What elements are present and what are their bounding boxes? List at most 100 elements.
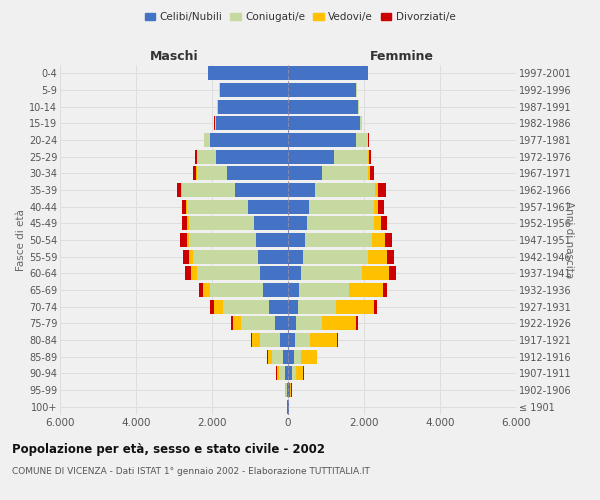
Bar [269, 300, 288, 314]
Bar [187, 216, 189, 230]
Bar [216, 116, 288, 130]
Bar [215, 116, 216, 130]
Bar [203, 283, 210, 297]
Text: Popolazione per età, sesso e stato civile - 2002: Popolazione per età, sesso e stato civil… [12, 442, 325, 456]
Bar [189, 233, 256, 247]
Bar [193, 166, 196, 180]
Y-axis label: Fasce di età: Fasce di età [16, 209, 26, 271]
Bar [193, 250, 257, 264]
Bar [267, 350, 268, 364]
Bar [191, 266, 197, 280]
Bar [309, 200, 373, 214]
Bar [288, 216, 307, 230]
Bar [214, 300, 223, 314]
Bar [385, 233, 392, 247]
Bar [223, 300, 269, 314]
Bar [285, 383, 286, 397]
Bar [177, 183, 181, 197]
Bar [210, 300, 214, 314]
Bar [356, 133, 368, 147]
Bar [376, 183, 379, 197]
Bar [210, 283, 263, 297]
Bar [279, 366, 285, 380]
Bar [185, 266, 191, 280]
Bar [381, 216, 387, 230]
Bar [181, 233, 187, 247]
Bar [235, 183, 288, 197]
Text: Maschi: Maschi [149, 50, 199, 64]
Bar [182, 183, 235, 197]
Y-axis label: Anni di nascita: Anni di nascita [565, 202, 574, 278]
Bar [310, 333, 337, 347]
Bar [288, 266, 301, 280]
Bar [288, 183, 314, 197]
Bar [288, 166, 322, 180]
Bar [368, 166, 370, 180]
Bar [389, 266, 397, 280]
Bar [252, 333, 260, 347]
Bar [296, 316, 322, 330]
Bar [197, 266, 260, 280]
Bar [371, 233, 385, 247]
Bar [288, 100, 358, 114]
Bar [290, 383, 292, 397]
Bar [307, 216, 373, 230]
Bar [288, 233, 305, 247]
Bar [334, 150, 368, 164]
Bar [195, 150, 197, 164]
Bar [231, 316, 233, 330]
Bar [186, 200, 187, 214]
Bar [220, 83, 288, 97]
Bar [288, 400, 289, 414]
Bar [288, 83, 356, 97]
Bar [288, 200, 309, 214]
Bar [358, 100, 359, 114]
Bar [373, 216, 381, 230]
Bar [305, 233, 371, 247]
Bar [285, 366, 288, 380]
Bar [257, 250, 288, 264]
Bar [260, 266, 288, 280]
Bar [301, 350, 317, 364]
Bar [383, 283, 387, 297]
Bar [288, 133, 356, 147]
Bar [294, 350, 301, 364]
Bar [288, 383, 290, 397]
Bar [217, 100, 218, 114]
Bar [368, 250, 387, 264]
Bar [368, 133, 369, 147]
Bar [288, 366, 292, 380]
Bar [298, 300, 335, 314]
Bar [197, 150, 216, 164]
Bar [286, 383, 287, 397]
Bar [187, 200, 248, 214]
Bar [287, 383, 288, 397]
Bar [288, 283, 299, 297]
Bar [216, 150, 288, 164]
Bar [288, 350, 294, 364]
Bar [275, 316, 288, 330]
Bar [299, 283, 349, 297]
Bar [197, 166, 227, 180]
Text: COMUNE DI VICENZA - Dati ISTAT 1° gennaio 2002 - Elaborazione TUTTITALIA.IT: COMUNE DI VICENZA - Dati ISTAT 1° gennai… [12, 468, 370, 476]
Bar [205, 133, 210, 147]
Bar [268, 350, 272, 364]
Bar [183, 250, 189, 264]
Bar [387, 250, 394, 264]
Bar [248, 200, 288, 214]
Bar [379, 183, 386, 197]
Bar [280, 333, 288, 347]
Bar [227, 166, 288, 180]
Bar [288, 66, 368, 80]
Bar [218, 100, 288, 114]
Bar [378, 200, 384, 214]
Bar [288, 250, 303, 264]
Bar [182, 216, 187, 230]
Bar [263, 283, 288, 297]
Bar [288, 316, 296, 330]
Bar [356, 316, 358, 330]
Bar [362, 266, 389, 280]
Bar [210, 133, 288, 147]
Bar [322, 316, 356, 330]
Bar [373, 200, 378, 214]
